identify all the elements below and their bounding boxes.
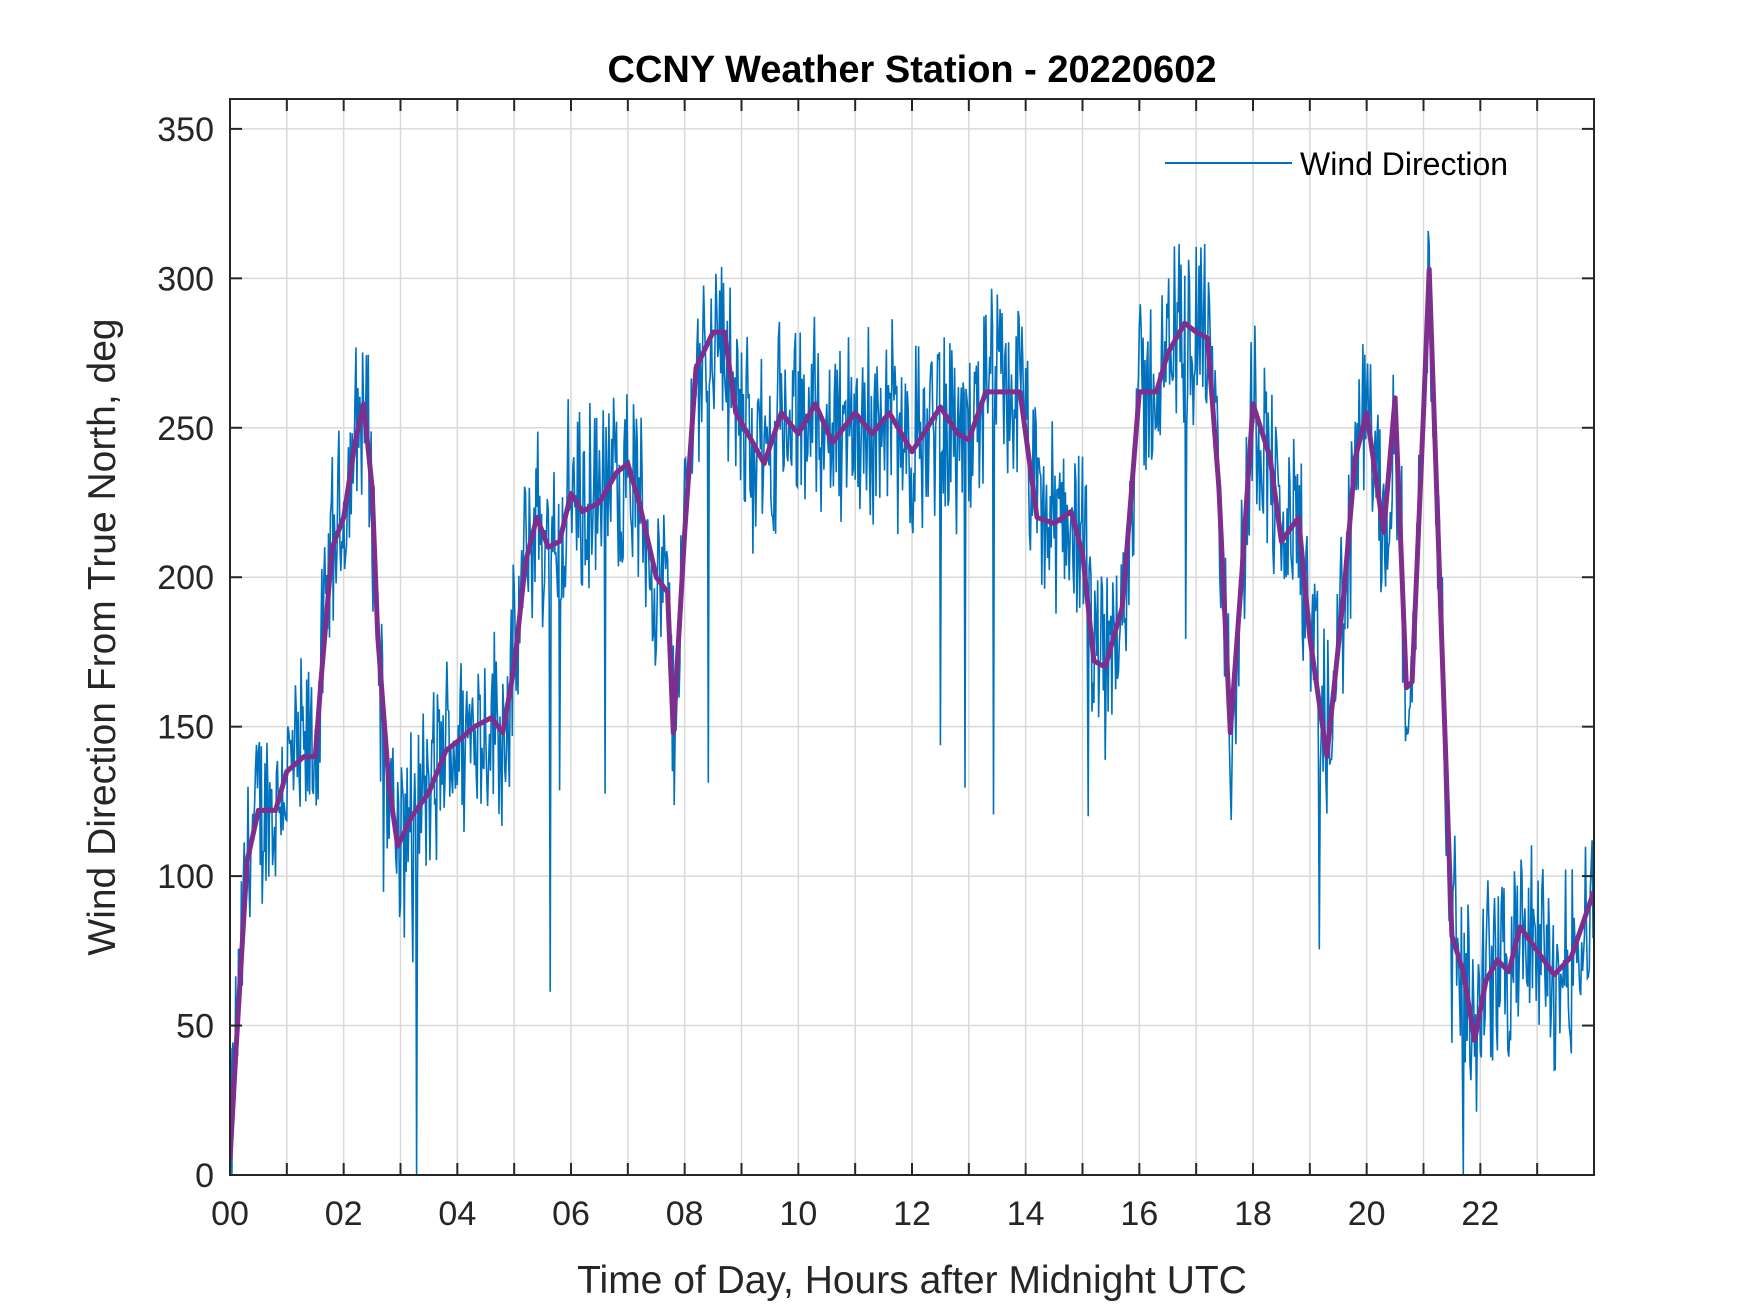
data-series xyxy=(230,230,1594,1175)
legend: Wind Direction xyxy=(1165,146,1508,182)
y-tick-label: 50 xyxy=(176,1008,214,1046)
chart-title: CCNY Weather Station - 20220602 xyxy=(608,49,1217,91)
y-tick-label: 100 xyxy=(157,858,214,896)
x-tick-label: 16 xyxy=(1120,1195,1158,1233)
x-tick-label: 20 xyxy=(1348,1195,1386,1233)
legend-label-wind-direction: Wind Direction xyxy=(1300,146,1508,182)
y-tick-label: 300 xyxy=(157,260,214,298)
y-axis-label: Wind Direction From True North, deg xyxy=(81,318,124,955)
x-tick-label: 00 xyxy=(211,1195,249,1233)
y-tick-label: 0 xyxy=(195,1157,214,1195)
x-tick-label: 12 xyxy=(893,1195,931,1233)
x-tick-label: 10 xyxy=(779,1195,817,1233)
y-tick-label: 250 xyxy=(157,410,214,448)
x-tick-label: 02 xyxy=(325,1195,363,1233)
y-tick-label: 350 xyxy=(157,111,214,149)
series-wind-direction xyxy=(230,230,1594,1175)
x-tick-label: 04 xyxy=(438,1195,476,1233)
axis-ticks: 00 02 04 06 08 10 12 14 16 18 20 22 0 50 100 150 200 250 3… xyxy=(157,99,1595,1233)
x-axis-label: Time of Day, Hours after Midnight UTC xyxy=(577,1259,1247,1302)
x-tick-label: 08 xyxy=(666,1195,704,1233)
x-tick-label: 22 xyxy=(1461,1195,1499,1233)
y-tick-label: 200 xyxy=(157,559,214,597)
x-tick-label: 14 xyxy=(1007,1195,1045,1233)
x-tick-label: 18 xyxy=(1234,1195,1272,1233)
x-tick-label: 06 xyxy=(552,1195,590,1233)
y-tick-label: 150 xyxy=(157,709,214,747)
series-smoothed xyxy=(230,266,1594,1161)
